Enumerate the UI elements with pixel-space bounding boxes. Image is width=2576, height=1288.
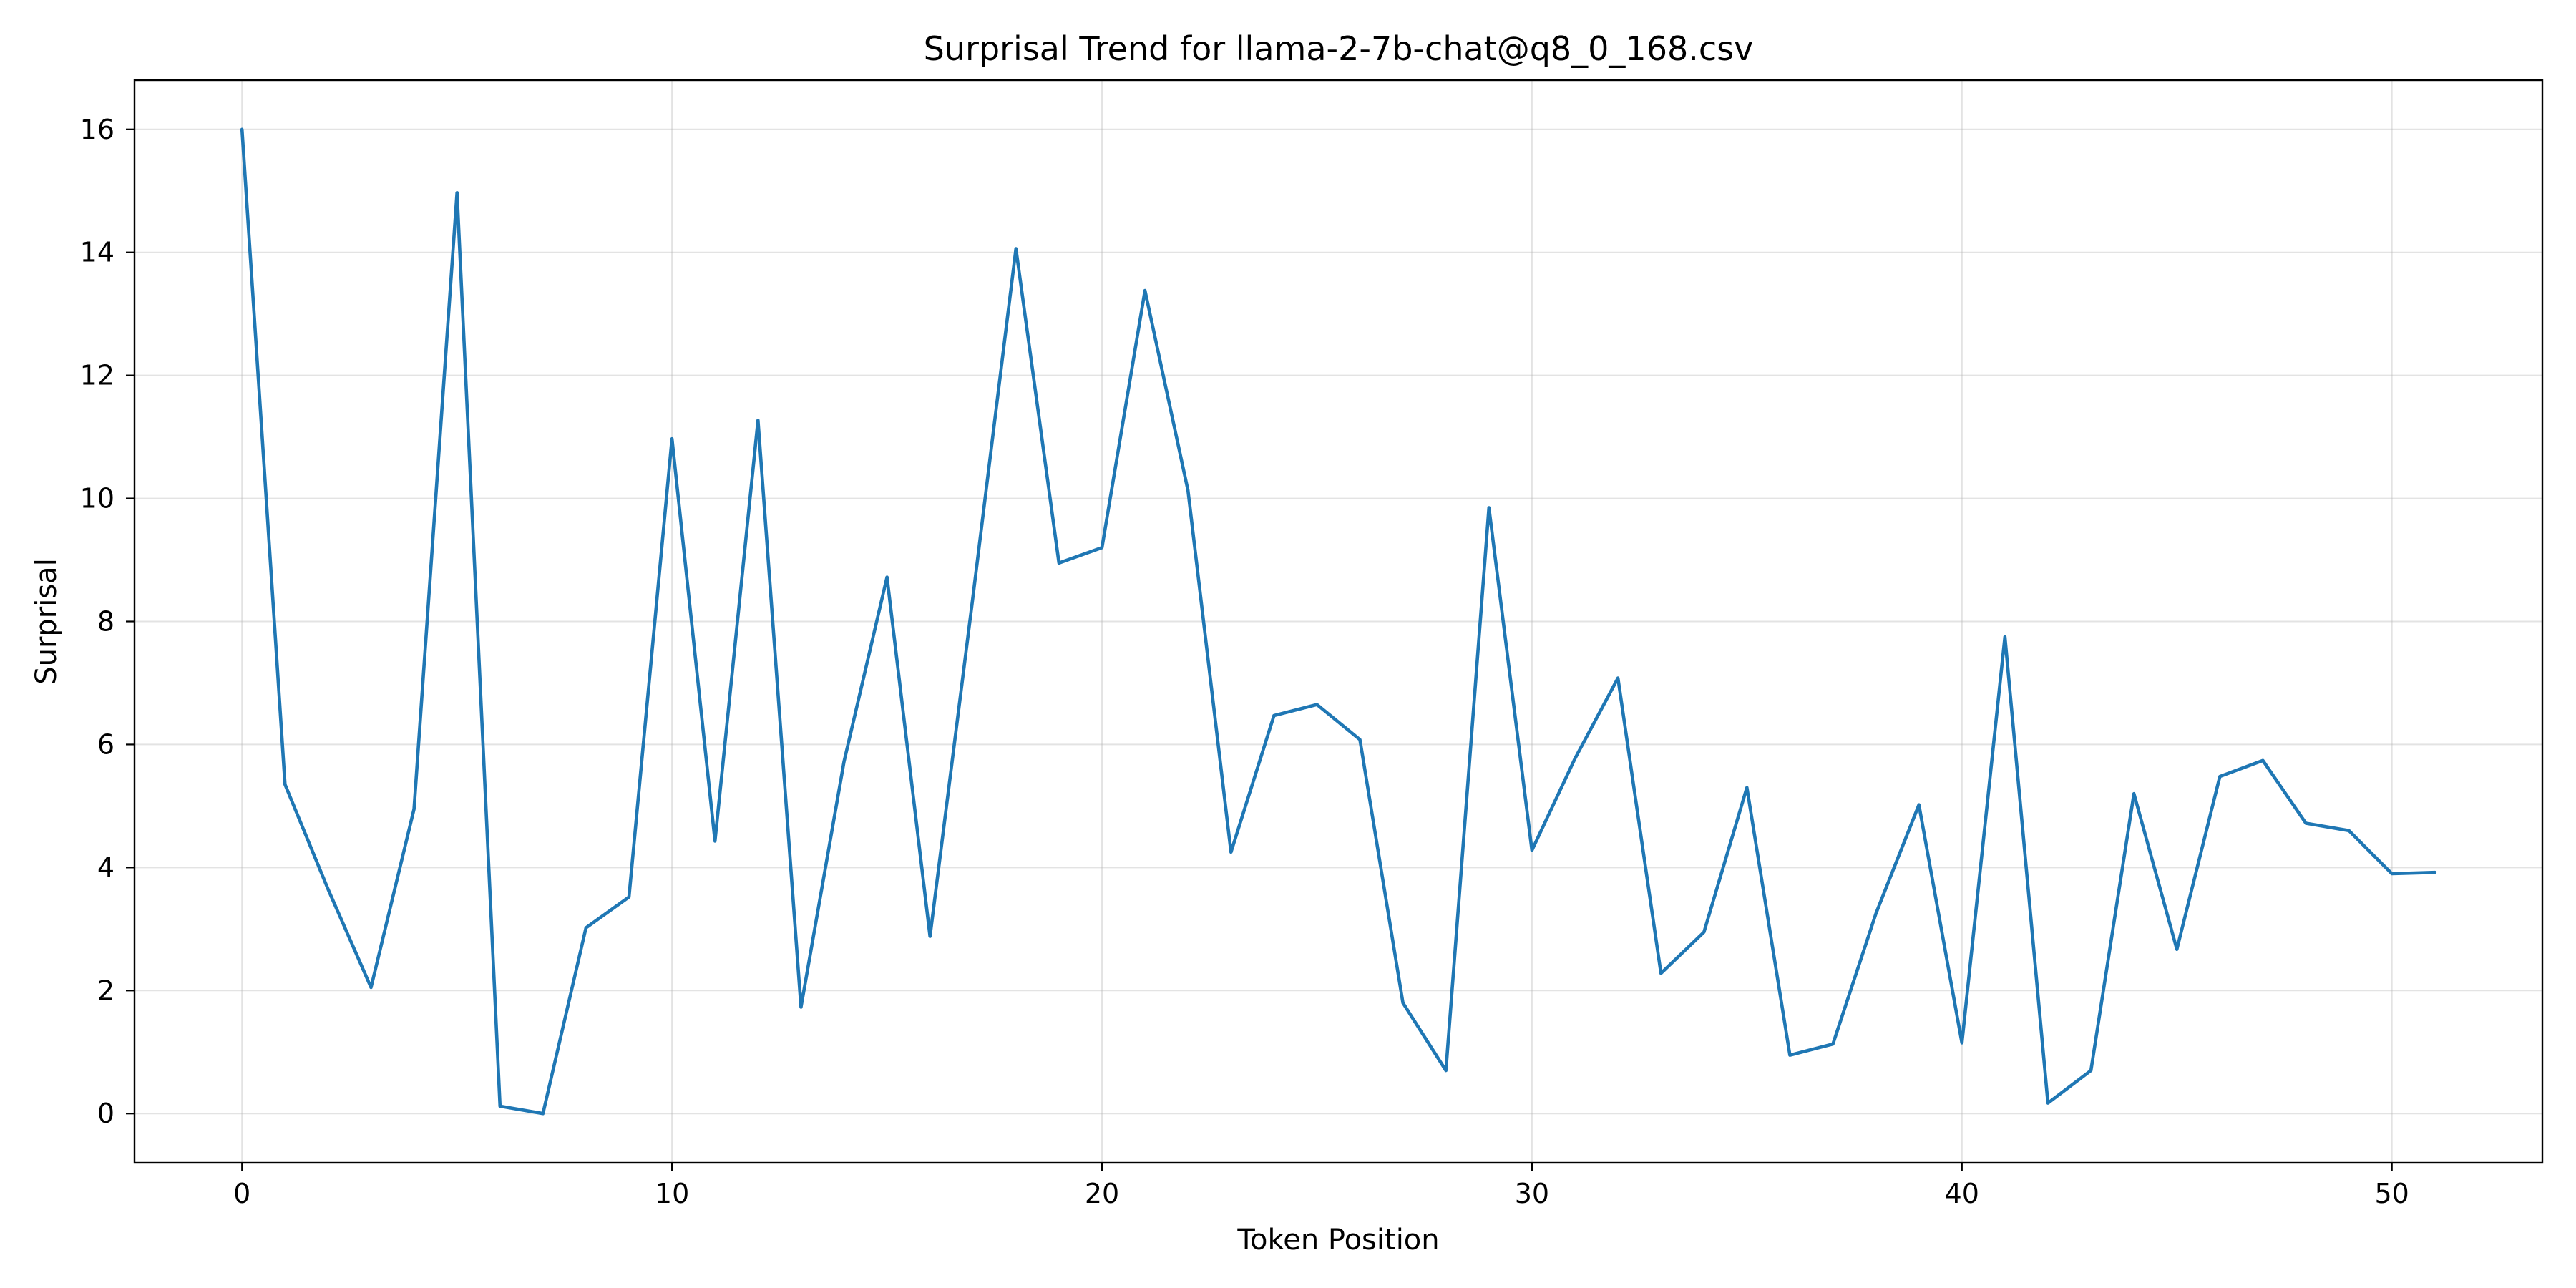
x-tick-label: 50 bbox=[2375, 1178, 2409, 1209]
y-tick-label: 14 bbox=[80, 237, 114, 268]
x-axis-label: Token Position bbox=[1236, 1224, 1439, 1257]
y-tick-label: 12 bbox=[80, 360, 114, 391]
y-tick-label: 4 bbox=[97, 852, 114, 883]
x-tick-label: 10 bbox=[655, 1178, 689, 1209]
y-tick-label: 8 bbox=[97, 606, 114, 638]
y-axis-label: Surprisal bbox=[30, 558, 63, 685]
y-tick-label: 2 bbox=[97, 975, 114, 1006]
series-line bbox=[240, 127, 2437, 1116]
x-tick-label: 30 bbox=[1515, 1178, 1549, 1209]
grid-layer bbox=[135, 80, 2542, 1163]
chart-title: Surprisal Trend for llama-2-7b-chat@q8_0… bbox=[924, 29, 1754, 68]
tick-layer: 0 10 20 30 40 50 0 2 4 6 8 10 12 14 16 bbox=[80, 114, 2409, 1209]
y-tick-label: 6 bbox=[97, 728, 114, 760]
x-tick-label: 40 bbox=[1945, 1178, 1979, 1209]
x-tick-label: 20 bbox=[1085, 1178, 1119, 1209]
x-tick-label: 0 bbox=[233, 1178, 250, 1209]
series-layer bbox=[240, 127, 2437, 1116]
y-tick-label: 0 bbox=[97, 1098, 114, 1129]
y-tick-label: 10 bbox=[80, 483, 114, 514]
y-tick-label: 16 bbox=[80, 114, 114, 145]
